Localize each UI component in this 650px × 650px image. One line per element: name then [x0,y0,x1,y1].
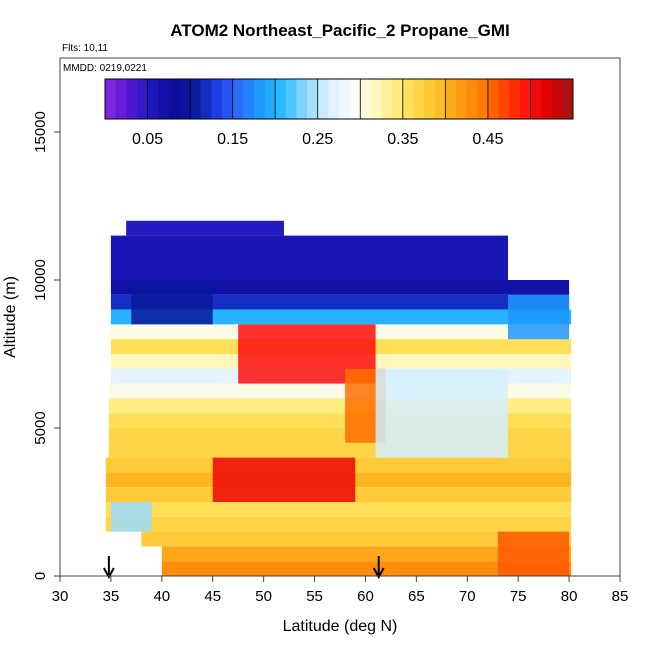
colorbar-swatch [307,79,319,119]
heatmap-hotspot-4 [375,368,508,458]
colorbar-swatch [328,79,340,119]
colorbar-frame [104,78,574,120]
colorbar-swatch [498,79,510,119]
y-tick-label: 0 [32,572,49,580]
colorbar-swatch [349,79,361,119]
x-tick-label: 60 [357,588,374,605]
colorbar-swatch [296,79,308,119]
heatmap-hotspot-6 [110,502,152,532]
colorbar-swatch [158,79,170,119]
x-tick-label: 50 [255,588,272,605]
colorbar-swatch [541,79,553,119]
heatmap-band-3 [110,294,570,310]
x-tick-label: 30 [52,588,69,605]
colorbar-swatch [317,79,329,119]
heatmap-band-19 [141,531,572,547]
chart-title: ATOM2 Northeast_Pacific_2 Propane_GMI [170,21,509,40]
x-tick-label: 80 [561,588,578,605]
colorbar: 0.05 0.15 0.25 0.35 0.45 [104,78,574,148]
plot-frame [59,57,621,577]
colorbar-swatch [200,79,212,119]
y-tick-label: 15000 [32,111,49,153]
colorbar-swatch [381,79,393,119]
colorbar-swatch [402,79,414,119]
colorbar-tick-label: 0.35 [387,131,418,148]
colorbar-swatch [456,79,468,119]
colorbar-swatch [562,79,574,119]
heatmap-band-20 [161,546,572,562]
x-tick-label: 70 [459,588,476,605]
colorbar-tick-label: 0.05 [132,131,163,148]
heatmap-hotspot-5 [508,294,570,340]
heatmap-band-18 [105,516,572,532]
colorbar-swatch [275,79,287,119]
colorbar-swatch [190,79,202,119]
hotspot-layer [110,280,570,576]
colorbar-swatch [530,79,542,119]
colorbar-tick-label: 0.25 [302,131,333,148]
colorbar-swatch [179,79,191,119]
x-tick-label: 85 [612,588,629,605]
colorbar-tick-label: 0.45 [472,131,503,148]
colorbar-swatch [115,79,127,119]
colorbar-swatch [126,79,138,119]
heatmap-band-0 [126,220,284,236]
colorbar-swatch [413,79,425,119]
heatmap-band-21 [161,561,572,576]
colorbar-swatch [264,79,276,119]
x-tick-label: 40 [153,588,170,605]
colorbar-swatch [339,79,351,119]
colorbar-swatch [168,79,180,119]
y-tick-label: 5000 [32,411,49,444]
y-axis-title: Altitude (m) [2,276,19,358]
colorbar-swatch [147,79,159,119]
colorbar-swatch [370,79,383,119]
x-tick-label: 75 [510,588,527,605]
x-tick-label: 35 [103,588,120,605]
colorbar-swatch [136,79,149,119]
colorbar-tick-label: 0.15 [217,131,248,148]
colorbar-swatch [445,79,457,119]
colorbar-swatch [509,79,521,119]
y-axis: 0 5000 10000 15000 [32,111,60,580]
x-tick-label: 45 [204,588,221,605]
colorbar-swatch [477,79,489,119]
colorbar-swatch [487,79,500,119]
heatmap-hotspot-1 [212,457,356,502]
colorbar-swatch [392,79,404,119]
x-axis-title: Latitude (deg N) [283,618,398,635]
marker-arrow-head [372,567,385,580]
heatmap-hotspot-3 [131,280,213,325]
colorbar-swatch [211,79,223,119]
colorbar-swatch [243,79,255,119]
x-axis: 30 35 40 45 50 55 60 65 70 75 80 85 [52,576,629,605]
heatmap-band-1 [110,235,508,280]
colorbar-swatch [434,79,446,119]
colorbar-swatch [466,79,478,119]
x-tick-label: 55 [306,588,323,605]
colorbar-swatch [232,79,244,119]
marker-arrow-head [102,567,115,580]
colorbar-swatch [105,79,117,119]
colorbar-swatch [253,79,266,119]
heatmap-band-17 [105,502,572,517]
colorbar-swatch [551,79,563,119]
x-tick-label: 65 [408,588,425,605]
heatmap-band-4 [110,309,572,325]
y-tick-label: 10000 [32,259,49,301]
heatmap-hotspot-7 [497,531,570,576]
colorbar-swatch [360,79,372,119]
colorbar-swatch [222,79,234,119]
dates-note: MMDD: 0219,0221 [63,63,147,74]
colorbar-swatch [424,79,436,119]
flights-note: Flts: 10,11 [62,43,108,54]
colorbar-swatch [519,79,531,119]
marker-layer [102,556,385,580]
heatmap-band-2 [110,280,570,295]
colorbar-swatch [285,79,297,119]
